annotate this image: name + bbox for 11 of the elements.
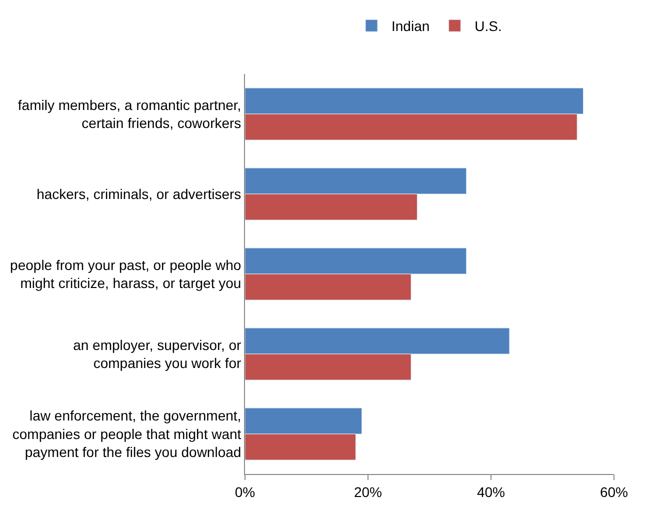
- x-tick-label: 40%: [476, 484, 506, 500]
- x-tick-label: 20%: [354, 484, 382, 500]
- y-tick-label: hackers, criminals, or advertisers: [36, 186, 242, 202]
- y-tick-label: family members, a romantic partner, certain friends, coworkers: [18, 96, 242, 131]
- y-tick-label: people from your past, or people who might criticize, harass, or target you: [10, 256, 242, 291]
- legend-label: U.S.: [474, 18, 502, 34]
- x-tick-label: 0%: [234, 484, 256, 500]
- legend-label: Indian: [392, 18, 430, 34]
- y-tick-label: an employer, supervisor, or companies you work for: [73, 336, 242, 371]
- y-tick-label: law enforcement, the government, companies or people that might want payment for the files you download: [12, 408, 242, 460]
- x-tick-label: 60%: [600, 484, 628, 500]
